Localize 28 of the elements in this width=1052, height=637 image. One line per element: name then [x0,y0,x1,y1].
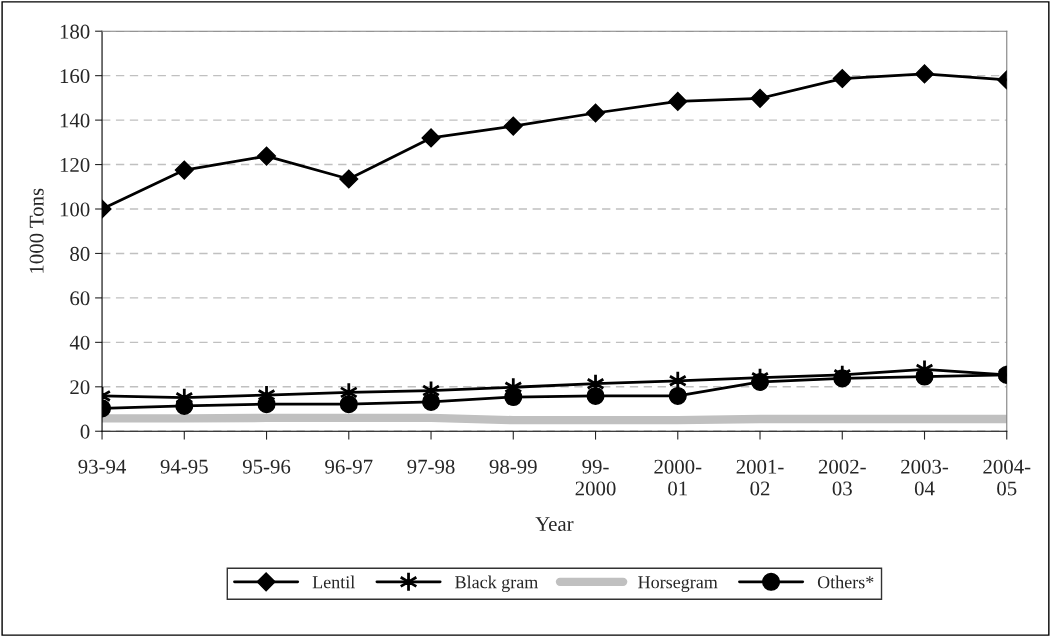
legend-label: Black gram [455,575,539,593]
x-tick-label: 97-98 [407,459,455,474]
x-tick-label: 2002-03 [818,459,866,496]
legend-label: Others* [817,575,874,589]
y-tick-label: 140 [60,113,90,128]
y-tick-label: 60 [70,291,90,306]
y-tick-label: 40 [69,335,90,350]
x-tick-label: 98-99 [489,459,537,474]
x-tick-label: 2000-01 [654,459,702,496]
x-tick-label: 2003-04 [901,459,949,496]
x-tick-label: 2001-02 [736,459,784,496]
x-axis-title: Year [535,517,574,532]
x-tick-label: 93-94 [78,459,127,474]
legend-label: Horsegram [638,576,718,593]
x-tick-label: 94-95 [160,459,208,474]
x-tick-label: 96-97 [325,459,373,474]
y-tick-label: 20 [70,380,90,395]
y-tick-label: 180 [60,24,90,39]
y-tick-label: 120 [60,157,90,172]
x-tick-label: 95-96 [242,459,291,474]
x-tick-label: 2004-05 [983,459,1031,496]
y-tick-label: 100 [60,202,90,217]
y-axis-title: 1000 Tons [29,188,44,273]
legend-label: Lentil [312,575,355,589]
y-tick-label: 160 [60,69,90,84]
y-tick-label: 80 [70,246,90,261]
y-tick-label: 0 [80,424,90,439]
x-tick-label: 99-2000 [575,459,616,496]
